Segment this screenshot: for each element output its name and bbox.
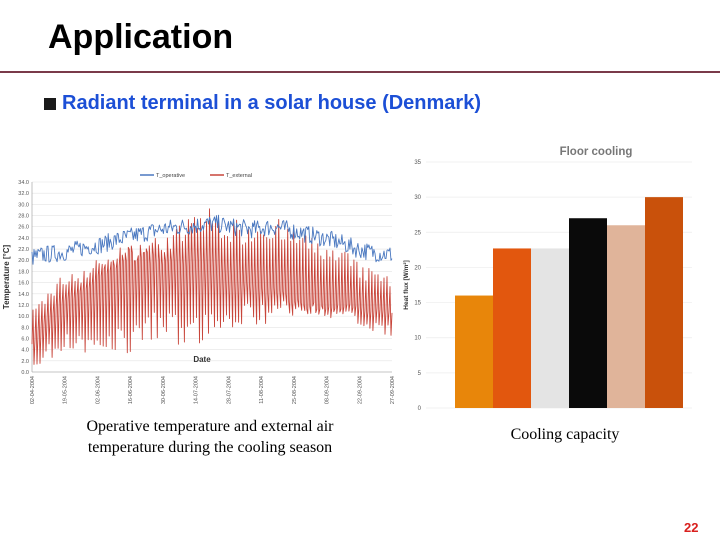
y-tick-label: 10 [414,336,421,342]
y-tick-label: 24.0 [18,236,29,242]
y-tick-label: 34.0 [18,180,29,186]
legend-label: T_external [226,173,252,179]
title-divider [0,71,720,73]
bar [531,248,569,408]
bar [455,295,493,408]
y-tick-label: 8.0 [21,325,29,331]
y-tick-label: 20.0 [18,258,29,264]
x-tick-label: 19-05-2004 [63,376,69,404]
y-tick-label: 20 [414,265,421,271]
square-bullet-icon [44,97,56,110]
y-tick-label: 12.0 [18,303,29,309]
x-tick-label: 16-06-2004 [128,376,134,404]
page-number: 22 [684,520,699,535]
x-tick-label: 14-07-2004 [194,376,200,404]
bar [645,197,683,408]
x-tick-label: 11-08-2004 [259,376,265,404]
bullet-item: Radiant terminal in a solar house (Denma… [44,92,481,115]
x-tick-label: 22-09-2004 [357,376,363,404]
y-tick-label: 0 [418,406,422,412]
y-tick-label: 25 [414,230,421,236]
temperature-chart-svg: 0.0 2.0 4.0 6.0 8.0 10.0 12.0 14.0 16.0 18.0 20.0 2… [2,173,396,404]
slide-title: Application [48,18,234,56]
y-tick-label: 26.0 [18,225,29,231]
y-tick-label: 30.0 [18,202,29,208]
x-tick-label: 30-06-2004 [161,376,167,404]
legend-label: T_operative [156,173,185,179]
bar [569,218,607,408]
y-tick-label: 10.0 [18,314,29,320]
y-tick-label: 35 [414,160,421,166]
chart-title: Floor cooling [560,146,633,158]
bar [607,225,645,408]
y-tick-label: 4.0 [21,348,29,354]
series-line-t-operative [31,214,393,265]
x-tick-label: 02-06-2004 [95,376,101,404]
caption-temperature: Operative temperature and external air t… [86,418,334,456]
temperature-line-chart: 0.0 2.0 4.0 6.0 8.0 10.0 12.0 14.0 16.0 18.0 20.0 2… [0,150,400,405]
series-line-t-external [31,208,393,365]
y-tick-label: 30 [414,195,421,201]
y-tick-label: 6.0 [21,336,29,342]
y-tick-label: 28.0 [18,214,29,220]
x-tick-label: 25-08-2004 [292,376,298,404]
x-tick-label: 08-09-2004 [325,376,331,404]
y-axis-label: Temperature [°C] [2,244,11,309]
caption-cooling: Cooling capacity [510,426,620,443]
y-axis-label: Heat flux [W/m²] [403,260,410,309]
y-tick-label: 32.0 [18,191,29,197]
x-tick-label: 27-09-2004 [390,376,396,404]
y-tick-label: 2.0 [21,359,29,365]
bullet-text: Radiant terminal in a solar house (Denma… [62,92,481,114]
y-tick-label: 18.0 [18,269,29,275]
y-tick-label: 14.0 [18,292,29,298]
floor-cooling-chart-svg: 0 5 10 15 20 25 30 35 Heat flux [W/m²] Floor cool… [403,146,692,412]
y-tick-label: 0.0 [21,370,29,376]
y-tick-label: 16.0 [18,281,29,287]
x-tick-label: 02-04-2004 [30,376,36,404]
y-tick-label: 15 [414,301,421,307]
y-tick-label: 22.0 [18,247,29,253]
x-axis-label: Date [193,355,211,364]
x-tick-label: 28-07-2004 [226,376,232,404]
bar [493,248,531,408]
floor-cooling-bar-chart: 0 5 10 15 20 25 30 35 Heat flux [W/m²] Floor cool… [398,140,700,415]
y-tick-label: 5 [418,371,422,377]
